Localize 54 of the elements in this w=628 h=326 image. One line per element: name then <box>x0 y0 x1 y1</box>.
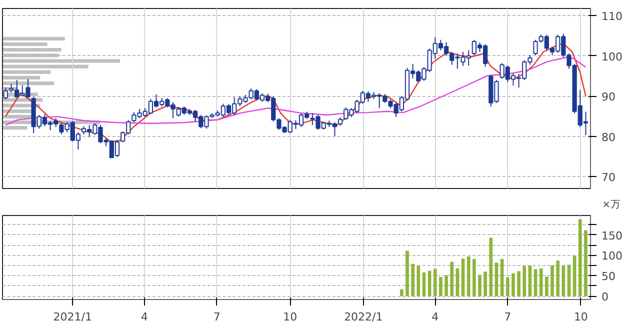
bar <box>2 36 65 40</box>
bar <box>2 126 28 130</box>
bar <box>406 250 409 296</box>
bar <box>539 268 543 296</box>
y-tick-label: 70 <box>602 170 616 184</box>
bar <box>450 262 454 296</box>
bar <box>484 272 487 296</box>
bar <box>2 76 40 80</box>
bar <box>550 265 554 296</box>
bar <box>478 274 482 296</box>
x-tick-label: 7 <box>213 310 220 324</box>
y-tick-label: 100 <box>602 250 622 263</box>
bar <box>572 256 576 296</box>
bar <box>416 265 420 296</box>
bar <box>433 268 437 296</box>
y-tick-label: 110 <box>602 10 622 24</box>
bar <box>562 265 566 296</box>
bar <box>439 276 442 296</box>
bar <box>2 70 51 74</box>
bar <box>2 114 32 119</box>
x-tick-label: 4 <box>140 310 148 324</box>
x-tick-label: 10 <box>574 310 588 324</box>
x-tick-label: 4 <box>432 310 439 324</box>
y-axis-title: ×万 <box>602 200 621 210</box>
bar <box>2 48 62 52</box>
bar <box>506 277 510 296</box>
y-tick-label: 90 <box>602 90 616 104</box>
x-tick-label: 10 <box>283 310 298 324</box>
bar <box>517 271 520 296</box>
bar <box>522 266 526 296</box>
bar <box>2 81 54 86</box>
bar <box>444 275 448 296</box>
x-tick-label: 7 <box>504 310 512 324</box>
bar <box>512 273 515 296</box>
x-tick-label: 2022/1 <box>344 310 383 324</box>
bar <box>472 258 476 296</box>
y-tick-label: 50 <box>602 270 616 284</box>
bar <box>466 256 470 296</box>
y-tick-label: 0 <box>602 290 608 304</box>
candlestick <box>3 87 8 100</box>
bar <box>578 219 582 296</box>
bar <box>2 42 48 46</box>
y-tick-label: 80 <box>602 130 616 144</box>
y-tick-label: 100 <box>602 50 622 64</box>
bar <box>534 269 538 296</box>
bar <box>584 230 588 296</box>
bar <box>411 264 414 296</box>
bar <box>556 260 560 296</box>
y-tick-label: 150 <box>602 229 622 242</box>
bar <box>567 264 571 296</box>
x-tick-label: 2021/1 <box>53 310 92 324</box>
bar <box>489 238 493 296</box>
bar <box>400 289 404 296</box>
bar <box>545 276 548 296</box>
